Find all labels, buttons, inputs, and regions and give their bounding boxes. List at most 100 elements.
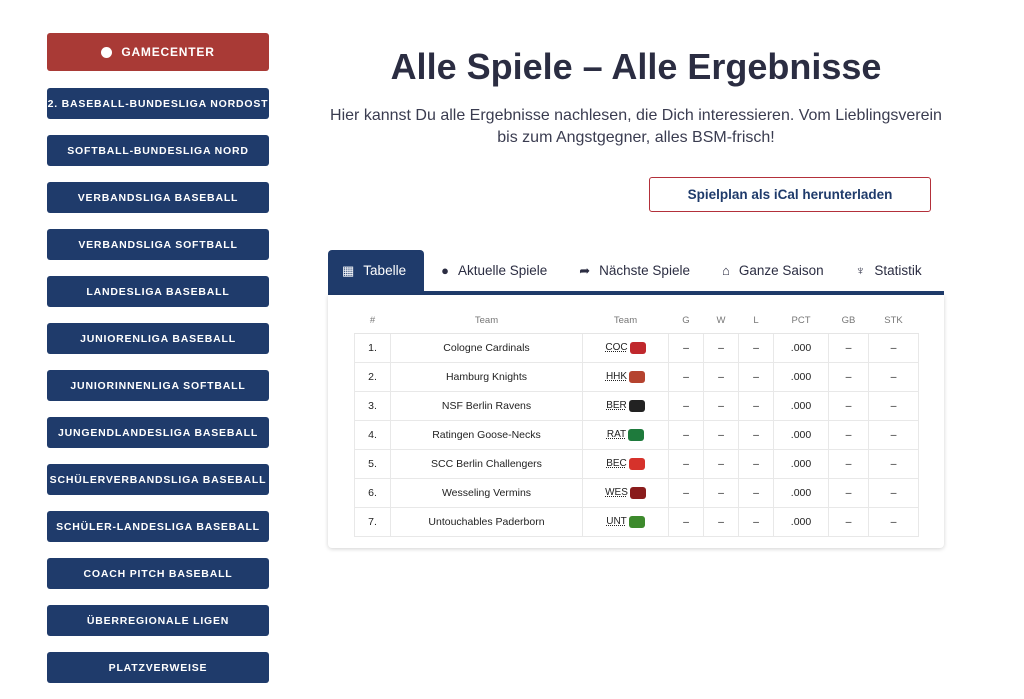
tab-tabelle[interactable]: ▦ Tabelle: [328, 250, 425, 291]
wins-cell: –: [703, 448, 739, 479]
pct-cell: .000: [773, 361, 829, 392]
trophy-icon: ♆: [855, 263, 866, 278]
tab-nächste-spiele[interactable]: ➦ Nächste Spiele: [564, 250, 705, 291]
team-name-cell[interactable]: Cologne Cardinals: [390, 332, 583, 363]
games-cell: –: [668, 506, 704, 537]
team-abbr: WES: [605, 487, 628, 499]
games-behind-cell: –: [828, 448, 869, 479]
sidebar-item[interactable]: PLATZVERWEISE: [47, 652, 269, 683]
wins-cell: –: [703, 506, 739, 537]
wins-cell: –: [703, 477, 739, 508]
team-logo-cell[interactable]: BEC: [582, 448, 669, 479]
rank-cell: 6.: [354, 477, 391, 508]
column-header[interactable]: Team: [582, 309, 669, 334]
team-name-cell[interactable]: Untouchables Paderborn: [390, 506, 583, 537]
tab-label: Aktuelle Spiele: [457, 263, 548, 278]
table-row: 7. Untouchables Paderborn UNT – – – .000– –: [354, 506, 919, 537]
games-behind-cell: –: [828, 506, 869, 537]
games-behind-cell: –: [828, 332, 869, 363]
pct-cell: .000: [773, 332, 829, 363]
streak-cell: –: [868, 419, 919, 450]
column-header[interactable]: W: [703, 309, 739, 334]
tab-label: Ganze Saison: [738, 263, 824, 278]
sidebar-item[interactable]: 2. BASEBALL-BUNDESLIGA NORDOST: [47, 88, 269, 119]
tab-ganze-saison[interactable]: ⌂ Ganze Saison: [707, 250, 839, 291]
team-abbr: BEC: [606, 458, 627, 470]
team-logo-cell[interactable]: HHK: [582, 361, 669, 392]
column-header[interactable]: STK: [868, 309, 919, 334]
team-name-cell[interactable]: Ratingen Goose-Necks: [390, 419, 583, 450]
games-cell: –: [668, 332, 704, 363]
column-header[interactable]: GB: [828, 309, 869, 334]
losses-cell: –: [738, 332, 774, 363]
team-abbr: RAT: [606, 429, 627, 441]
team-logo-cell[interactable]: BER: [582, 390, 669, 421]
sidebar-item[interactable]: SCHÜLERVERBANDSLIGA BASEBALL: [47, 464, 269, 495]
column-header[interactable]: PCT: [773, 309, 829, 334]
table-row: 3. NSF Berlin Ravens BER – – – .000– –: [354, 390, 919, 421]
page-subtitle: Hier kannst Du alle Ergebnisse nachlesen…: [330, 107, 942, 146]
team-logo-icon: [628, 457, 645, 470]
team-name-cell[interactable]: Hamburg Knights: [390, 361, 583, 392]
gamecenter-button[interactable]: GAMECENTER: [47, 33, 269, 71]
team-abbr: COC: [605, 342, 628, 354]
rank-cell: 7.: [354, 506, 391, 537]
table-header: # Team Team G W L PCT GB STK: [354, 309, 919, 334]
team-logo-icon: [628, 428, 645, 441]
rank-cell: 2.: [354, 361, 391, 392]
tab-statistik[interactable]: ♆ Statistik: [841, 250, 937, 291]
team-name-cell[interactable]: NSF Berlin Ravens: [390, 390, 583, 421]
tab-bar: ▦ Tabelle ● Aktuelle Spiele ➦ Nächste Spiele ⌂…: [328, 250, 944, 295]
share-arrow-icon: ➦: [579, 262, 591, 278]
losses-cell: –: [738, 390, 774, 421]
column-header[interactable]: G: [668, 309, 704, 334]
pct-cell: .000: [773, 419, 829, 450]
team-logo-cell[interactable]: WES: [582, 477, 669, 508]
sidebar-item[interactable]: LANDESLIGA BASEBALL: [47, 276, 269, 307]
sidebar-item[interactable]: SCHÜLER-LANDESLIGA BASEBALL: [47, 511, 269, 542]
sidebar-item[interactable]: SOFTBALL-BUNDESLIGA NORD: [47, 135, 269, 166]
streak-cell: –: [868, 506, 919, 537]
games-behind-cell: –: [828, 419, 869, 450]
streak-cell: –: [868, 477, 919, 508]
pct-cell: .000: [773, 477, 829, 508]
sidebar-item[interactable]: JUNIORENLIGA BASEBALL: [47, 323, 269, 354]
tab-label: Nächste Spiele: [599, 263, 690, 278]
wins-cell: –: [703, 361, 739, 392]
column-header[interactable]: L: [738, 309, 774, 334]
sidebar-item[interactable]: COACH PITCH BASEBALL: [47, 558, 269, 589]
games-behind-cell: –: [828, 361, 869, 392]
games-cell: –: [668, 448, 704, 479]
rank-cell: 4.: [354, 419, 391, 450]
team-name-cell[interactable]: Wesseling Vermins: [390, 477, 583, 508]
column-header[interactable]: #: [354, 309, 391, 334]
games-behind-cell: –: [828, 390, 869, 421]
games-cell: –: [668, 477, 704, 508]
sidebar-item[interactable]: ÜBERREGIONALE LIGEN: [47, 605, 269, 636]
table-row: 5. SCC Berlin Challengers BEC – – – .000– –: [354, 448, 919, 479]
tab-aktuelle-spiele[interactable]: ● Aktuelle Spiele: [426, 250, 562, 291]
games-cell: –: [668, 390, 704, 421]
column-header[interactable]: Team: [390, 309, 583, 334]
team-logo-cell[interactable]: COC: [582, 332, 669, 363]
table-row: 4. Ratingen Goose-Necks RAT – – – .000– –: [354, 419, 919, 450]
sidebar-item[interactable]: VERBANDSLIGA SOFTBALL: [47, 229, 269, 260]
games-cell: –: [668, 361, 704, 392]
table-row: 1. Cologne Cardinals COC – – – .000– –: [354, 332, 919, 363]
team-logo-cell[interactable]: RAT: [582, 419, 669, 450]
wins-cell: –: [703, 419, 739, 450]
sidebar-item[interactable]: JUNIORINNENLIGA SOFTBALL: [47, 370, 269, 401]
team-name-cell[interactable]: SCC Berlin Challengers: [390, 448, 583, 479]
games-cell: –: [668, 419, 704, 450]
home-icon: ⌂: [721, 263, 730, 278]
team-logo-cell[interactable]: UNT: [582, 506, 669, 537]
ical-download-button[interactable]: Spielplan als iCal herunterladen: [649, 177, 931, 212]
pct-cell: .000: [773, 506, 829, 537]
streak-cell: –: [868, 361, 919, 392]
page-title: Alle Spiele – Alle Ergebnisse: [390, 46, 882, 87]
grid-icon: ▦: [342, 262, 355, 278]
sidebar-item[interactable]: VERBANDSLIGA BASEBALL: [47, 182, 269, 213]
wins-cell: –: [703, 332, 739, 363]
team-logo-icon: [629, 370, 646, 383]
sidebar-item[interactable]: JUNGENDLANDESLIGA BASEBALL: [47, 417, 269, 448]
